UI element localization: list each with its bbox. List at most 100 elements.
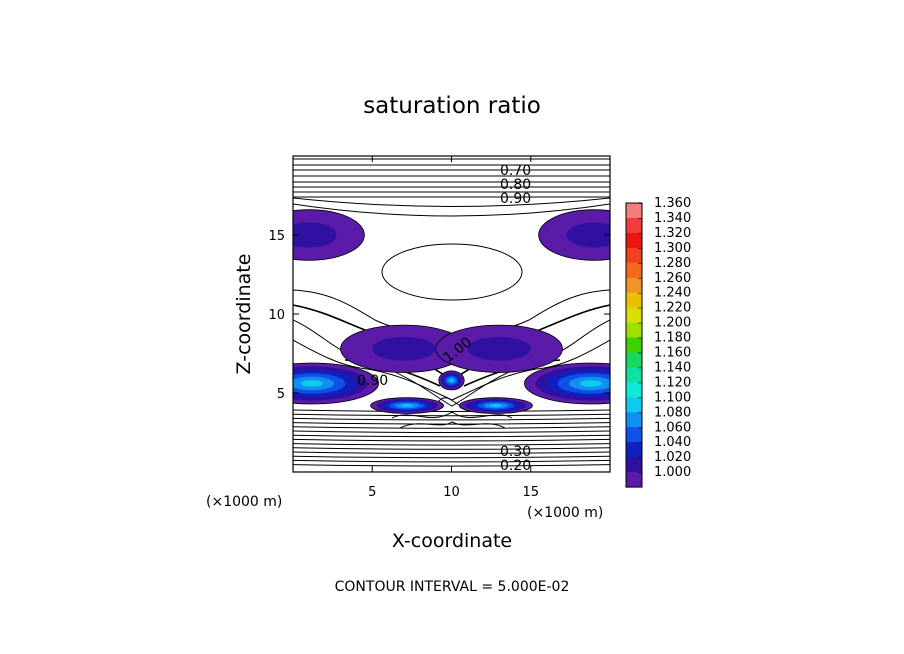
moist-region xyxy=(524,362,610,405)
contour-label: 0.80 xyxy=(500,177,531,193)
colorbar-swatch xyxy=(626,203,642,219)
colorbar-swatch xyxy=(626,337,642,353)
colorbar-swatch xyxy=(626,367,642,383)
contour-line xyxy=(293,443,610,446)
colorbar-swatch xyxy=(626,427,642,443)
colorbar-swatch xyxy=(626,352,642,368)
contour-line xyxy=(293,409,610,412)
x-tick-label: 5 xyxy=(368,485,376,500)
colorbar-label: 1.020 xyxy=(654,450,691,465)
contour-oval xyxy=(381,243,523,301)
y-tick-label: 10 xyxy=(268,308,285,323)
moist-region xyxy=(538,209,610,261)
x-unit-left: (×1000 m) xyxy=(206,494,282,510)
contour-lines xyxy=(293,158,610,467)
chart-title: saturation ratio xyxy=(363,93,541,119)
moist-region xyxy=(293,362,379,405)
colorbar-label: 1.160 xyxy=(654,346,691,361)
contour-line xyxy=(293,459,610,463)
contour-line xyxy=(293,451,610,454)
contour-label: 0.70 xyxy=(500,163,531,179)
colorbar-label: 1.080 xyxy=(654,405,691,420)
contour-line xyxy=(293,430,610,433)
colorbar-swatch xyxy=(626,382,642,398)
colorbar-label: 1.320 xyxy=(654,226,691,241)
y-axis-label: Z-coordinate xyxy=(233,254,255,375)
contour-line xyxy=(293,422,610,425)
moist-region xyxy=(435,324,563,373)
y-tick-label: 15 xyxy=(268,229,285,244)
contour-line xyxy=(293,417,610,421)
moist-level xyxy=(300,380,324,387)
moist-level xyxy=(449,378,454,382)
contour-line xyxy=(293,455,610,459)
colorbar-swatch xyxy=(626,247,642,264)
colorbar-swatch xyxy=(626,412,642,428)
colorbar-swatch xyxy=(626,397,642,413)
x-axis: 5 10 15 xyxy=(368,156,539,500)
saturation-fill-regions xyxy=(293,209,610,414)
y-tick-label: 5 xyxy=(277,387,285,402)
moist-level xyxy=(372,336,436,361)
colorbar-label: 1.000 xyxy=(654,465,691,480)
colorbar-label: 1.260 xyxy=(654,271,691,286)
colorbar-label: 1.220 xyxy=(654,301,691,316)
moist-level xyxy=(467,336,531,361)
contour-line xyxy=(293,464,610,467)
contour-line xyxy=(399,421,506,429)
colorbar-swatch xyxy=(626,322,642,338)
contour-line xyxy=(293,197,610,207)
contour-labels: 0.700.800.901.000.900.200.30 xyxy=(357,163,531,474)
colorbar-label: 1.060 xyxy=(654,420,691,435)
contour-label: 0.90 xyxy=(357,373,388,389)
contour-line xyxy=(293,447,610,450)
contour-interval-footer: CONTOUR INTERVAL = 5.000E-02 xyxy=(335,579,570,595)
colorbar-label: 1.180 xyxy=(654,331,691,346)
colorbar-label: 1.140 xyxy=(654,360,691,375)
colorbar-frame xyxy=(625,202,643,488)
contour-line xyxy=(293,426,610,429)
moist-level xyxy=(401,404,414,407)
colorbar-swatch xyxy=(626,277,642,294)
colorbar-label: 1.200 xyxy=(654,316,691,331)
moist-region xyxy=(458,397,533,414)
y-axis: 5 10 15 xyxy=(268,229,610,402)
contour-line xyxy=(293,413,610,417)
moist-region xyxy=(438,370,465,391)
moist-level xyxy=(566,222,610,248)
x-tick-label: 10 xyxy=(443,485,460,500)
colorbar-label: 1.300 xyxy=(654,241,691,256)
moist-region xyxy=(370,397,445,414)
x-unit-right: (×1000 m) xyxy=(527,505,603,521)
contour-line xyxy=(293,438,610,442)
colorbar-label: 1.240 xyxy=(654,286,691,301)
moist-level xyxy=(579,380,603,387)
colorbar-swatch xyxy=(626,217,642,234)
contour-label: 0.20 xyxy=(500,458,531,474)
colorbar-label: 1.040 xyxy=(654,435,691,450)
x-tick-label: 15 xyxy=(522,485,539,500)
colorbar-label: 1.100 xyxy=(654,390,691,405)
moist-level xyxy=(293,222,337,248)
colorbar-swatch xyxy=(626,457,642,473)
contour-line xyxy=(391,411,513,419)
colorbar-label: 1.360 xyxy=(654,196,691,211)
colorbar: 1.3601.3401.3201.3001.2801.2601.2401.220… xyxy=(625,196,691,488)
colorbar-label: 1.340 xyxy=(654,211,691,226)
moist-level xyxy=(489,404,502,407)
colorbar-swatch xyxy=(626,262,642,279)
plot-frame xyxy=(292,155,611,473)
plot-area: 0.700.800.901.000.900.200.30 xyxy=(293,158,610,474)
contour-label: 0.90 xyxy=(500,191,531,207)
colorbar-swatch xyxy=(626,472,642,488)
colorbar-label: 1.120 xyxy=(654,375,691,390)
colorbar-label: 1.280 xyxy=(654,256,691,271)
colorbar-swatch xyxy=(626,232,642,249)
moist-region xyxy=(293,209,365,261)
contour-line xyxy=(293,434,610,438)
colorbar-swatch xyxy=(626,442,642,458)
contour-label: 0.30 xyxy=(500,444,531,460)
colorbar-swatch xyxy=(626,307,642,323)
x-axis-label: X-coordinate xyxy=(392,530,512,552)
